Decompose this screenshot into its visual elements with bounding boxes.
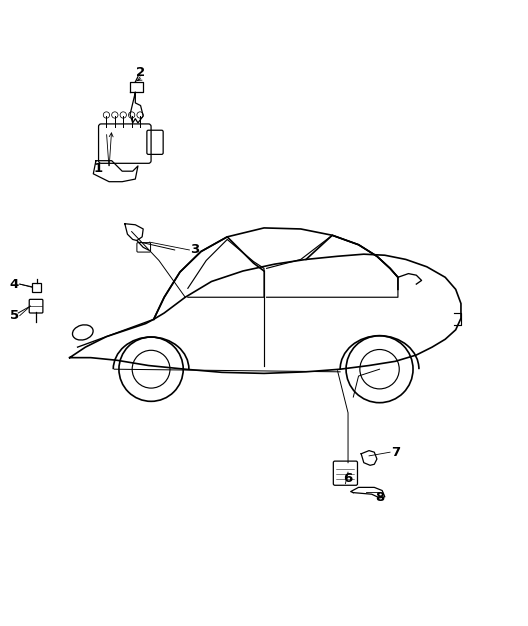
Text: 8: 8 bbox=[375, 491, 384, 505]
Text: 7: 7 bbox=[391, 446, 400, 459]
Text: 6: 6 bbox=[343, 472, 353, 485]
Text: 2: 2 bbox=[136, 66, 145, 79]
Text: 5: 5 bbox=[10, 309, 19, 322]
Text: 4: 4 bbox=[10, 277, 19, 290]
Text: 3: 3 bbox=[191, 244, 200, 257]
Text: 1: 1 bbox=[94, 162, 103, 175]
